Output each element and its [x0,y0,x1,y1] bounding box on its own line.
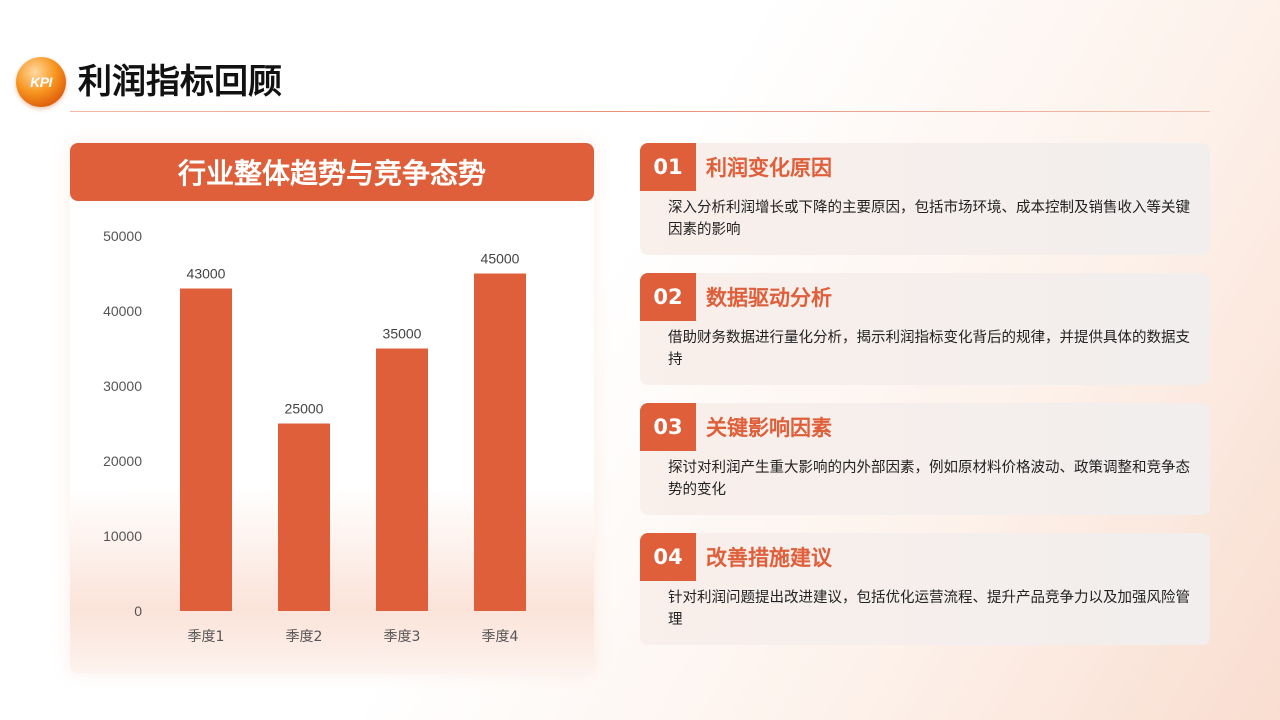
point-number: 03 [640,403,696,451]
y-tick-label: 20000 [103,453,142,469]
title-divider [70,111,1210,112]
kpi-logo-text: KPI [30,74,52,90]
y-tick-label: 0 [134,603,142,619]
data-label: 35000 [383,326,422,342]
x-tick-label: 季度2 [286,629,323,645]
point-number: 02 [640,273,696,321]
bar [278,423,330,611]
data-label: 25000 [285,401,324,417]
x-tick-label: 季度4 [482,629,519,645]
y-tick-label: 30000 [103,378,142,394]
point-heading: 数据驱动分析 [706,286,832,310]
point-card-1: 01 利润变化原因 深入分析利润增长或下降的主要原因，包括市场环境、成本控制及销… [640,143,1210,255]
point-description: 借助财务数据进行量化分析，揭示利润指标变化背后的规律，并提供具体的数据支持 [668,330,1190,368]
bar [376,348,428,611]
y-tick-label: 50000 [103,228,142,244]
point-heading: 关键影响因素 [706,416,832,440]
kpi-logo-icon: KPI [16,57,66,107]
point-description: 针对利润问题提出改进建议，包括优化运营流程、提升产品竞争力以及加强风险管理 [668,590,1190,628]
point-number: 04 [640,533,696,581]
page-title: 利润指标回顾 [78,62,282,102]
point-card-3: 03 关键影响因素 探讨对利润产生重大影响的内外部因素，例如原材料价格波动、政策… [640,403,1210,515]
point-number: 01 [640,143,696,191]
y-tick-label: 10000 [103,528,142,544]
x-tick-label: 季度1 [188,629,225,645]
point-description: 探讨对利润产生重大影响的内外部因素，例如原材料价格波动、政策调整和竞争态势的变化 [668,460,1190,498]
point-card-2: 02 数据驱动分析 借助财务数据进行量化分析，揭示利润指标变化背后的规律，并提供… [640,273,1210,385]
point-heading: 利润变化原因 [706,156,832,180]
point-card-4: 04 改善措施建议 针对利润问题提出改进建议，包括优化运营流程、提升产品竞争力以… [640,533,1210,645]
point-description: 深入分析利润增长或下降的主要原因，包括市场环境、成本控制及销售收入等关键因素的影… [668,200,1190,238]
chart-title: 行业整体趋势与竞争态势 [70,143,594,201]
bar [474,273,526,611]
data-label: 43000 [187,266,226,282]
bar [180,288,232,611]
point-heading: 改善措施建议 [706,546,832,570]
bar-chart: 0 10000 20000 30000 40000 50000 43000 季度1 25000 季… [103,228,526,645]
x-tick-label: 季度3 [384,629,421,645]
data-label: 45000 [481,251,520,267]
y-tick-label: 40000 [103,303,142,319]
chart-card: 0 10000 20000 30000 40000 50000 43000 季度1 25000 季… [70,143,594,673]
